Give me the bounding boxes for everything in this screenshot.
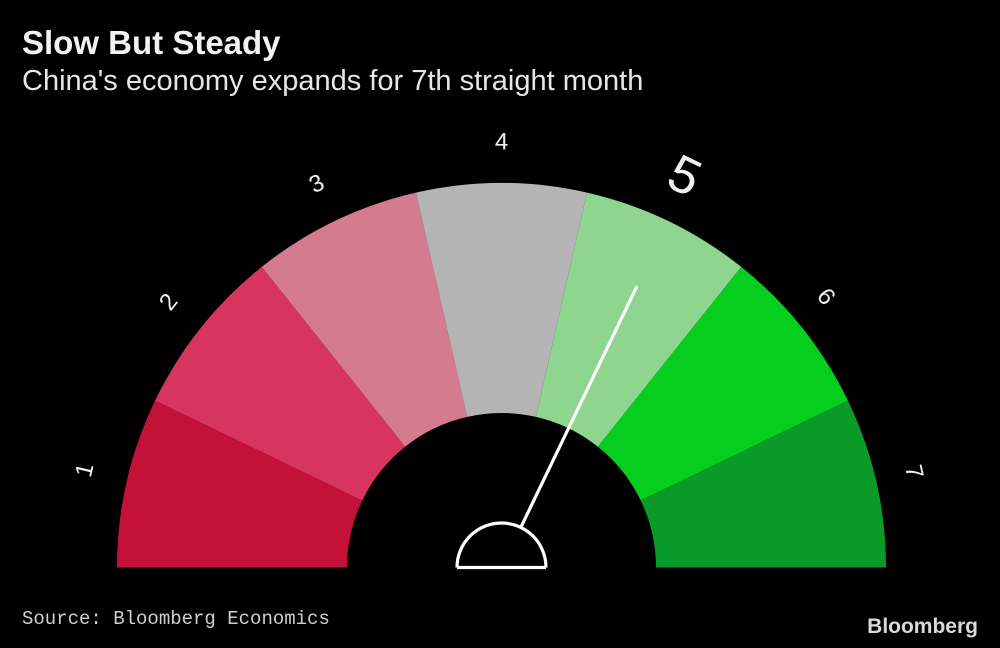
svg-text:6: 6 [811, 283, 840, 310]
svg-text:1: 1 [70, 461, 99, 480]
svg-text:7: 7 [899, 462, 928, 481]
svg-text:5: 5 [659, 144, 710, 209]
svg-text:2: 2 [154, 288, 183, 315]
svg-text:3: 3 [305, 169, 329, 199]
svg-text:4: 4 [495, 128, 508, 155]
